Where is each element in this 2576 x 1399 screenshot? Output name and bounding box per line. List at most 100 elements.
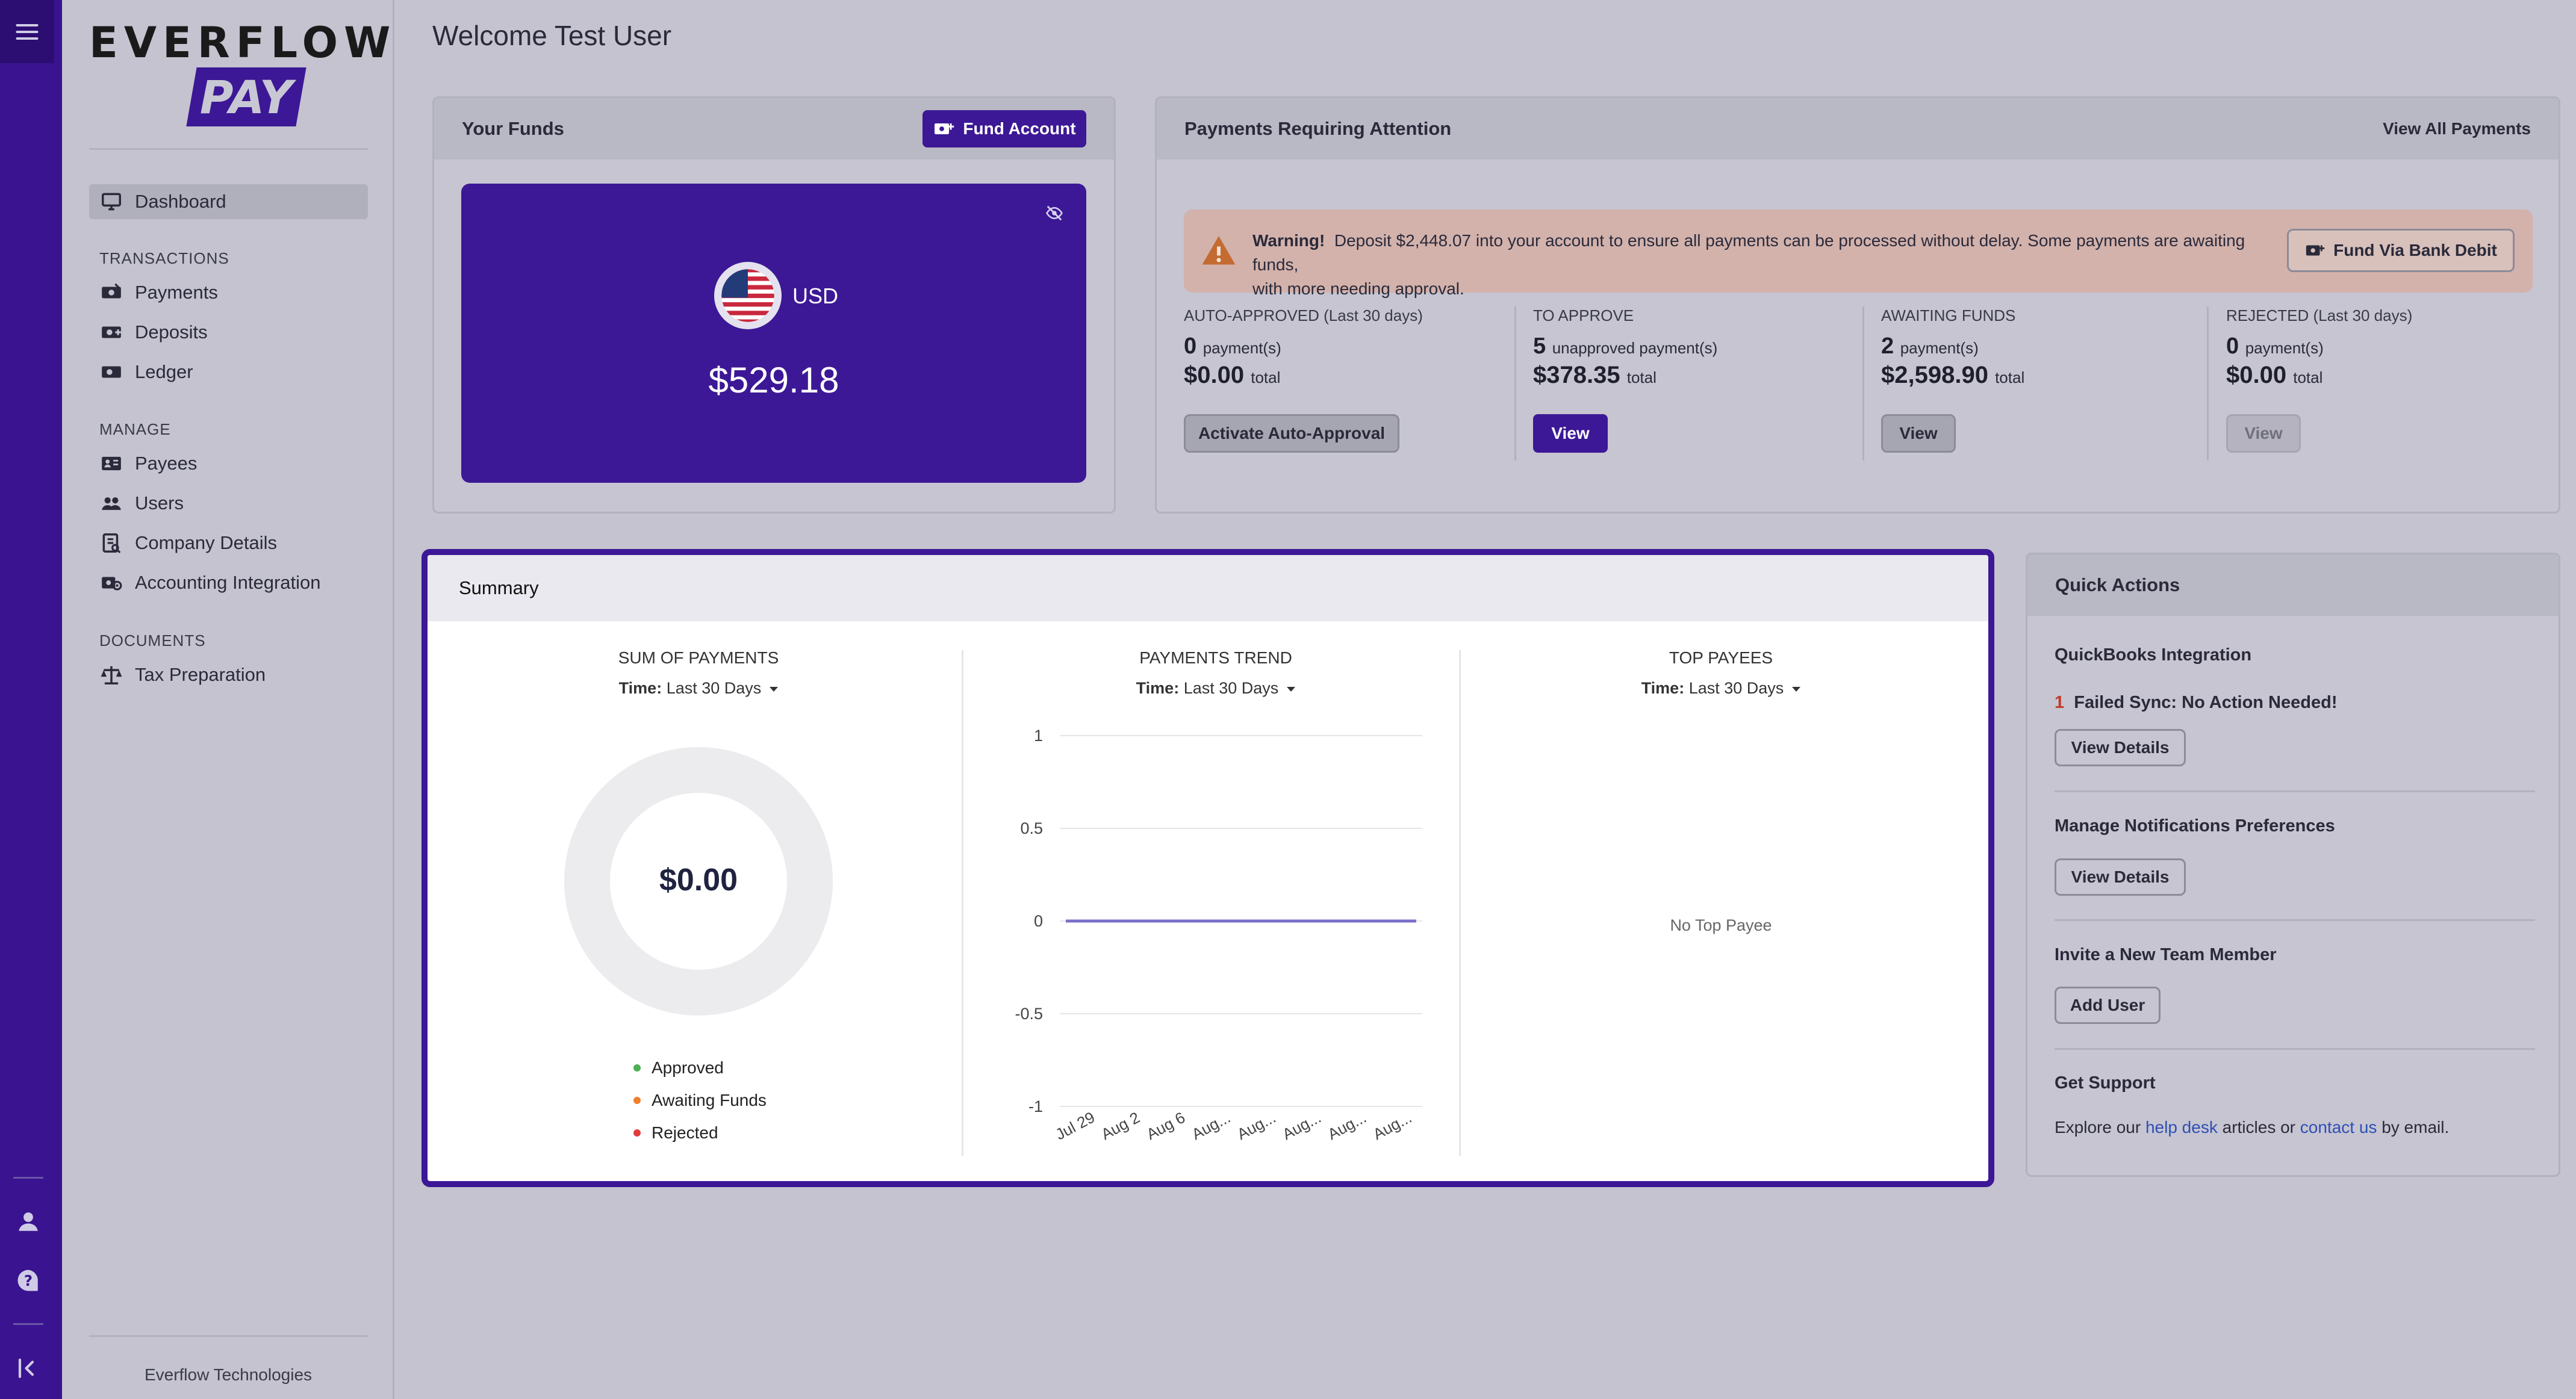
quick-actions-card: Quick Actions QuickBooks Integration 1 F… [2026, 553, 2560, 1177]
x-tick-label: Aug 6 [1143, 1108, 1188, 1143]
summary-divider [962, 650, 963, 1156]
summary-divider [1459, 650, 1461, 1156]
legend-dot-rejected [633, 1129, 641, 1137]
sidebar-footer-divider [89, 1335, 368, 1337]
stat-total: $0.00 [2226, 362, 2287, 388]
warning-text: Warning! Deposit $2,448.07 into your acc… [1252, 231, 2245, 298]
y-tick-label: -1 [1028, 1097, 1043, 1115]
contact-us-link[interactable]: contact us [2300, 1118, 2377, 1137]
stat-label: AWAITING FUNDS [1881, 306, 2016, 324]
stat-divider [1862, 306, 1864, 461]
scale-icon [101, 666, 122, 684]
everflow-pay-logo[interactable]: EVERFLOW PAY [89, 18, 390, 126]
top-payees-title: TOP PAYEES [1669, 648, 1773, 667]
quick-actions-title: Quick Actions [2055, 574, 2180, 595]
view-awaiting-funds-button[interactable]: View [1881, 414, 1956, 453]
stat-total: $2,598.90 [1881, 362, 1988, 388]
your-funds-title: Your Funds [462, 118, 564, 139]
caret-down-icon [1287, 686, 1296, 692]
deposits-icon [102, 326, 121, 338]
sidebar-item-label: Users [135, 492, 184, 513]
sidebar-item-accounting-integration[interactable]: Accounting Integration [89, 565, 368, 600]
sidebar-item-ledger[interactable]: Ledger [89, 355, 368, 389]
caret-down-icon [770, 686, 779, 692]
company-details-icon [102, 533, 121, 553]
sidebar-item-tax-preparation[interactable]: Tax Preparation [89, 657, 368, 692]
payments-trend-title: PAYMENTS TREND [1139, 648, 1292, 667]
x-tick-label: Aug... [1189, 1108, 1233, 1143]
collapse-icon[interactable] [13, 1353, 43, 1383]
deposit-icon [935, 123, 954, 134]
support-text: Explore our help desk articles or contac… [2055, 1118, 2450, 1137]
stat-divider [2207, 306, 2209, 461]
sidebar-item-payees[interactable]: Payees [89, 446, 368, 481]
y-tick-label: 0 [1034, 912, 1043, 930]
help-icon[interactable]: ? [13, 1265, 43, 1295]
your-funds-header: Your Funds Fund Account [434, 98, 1114, 160]
notifications-view-details-button[interactable]: View Details [2055, 858, 2186, 896]
invite-title: Invite a New Team Member [2055, 945, 2277, 964]
quick-actions-divider [2055, 1048, 2535, 1050]
payments-attention-title: Payments Requiring Attention [1184, 118, 1452, 139]
legend-approved: Approved [633, 1058, 724, 1078]
help-desk-link[interactable]: help desk [2145, 1118, 2218, 1137]
quickbooks-view-details-button[interactable]: View Details [2055, 729, 2186, 766]
stat-total: $0.00 [1184, 362, 1245, 388]
trend-time-dropdown[interactable]: Time: Last 30 Days [975, 679, 1457, 698]
add-user-button[interactable]: Add User [2055, 987, 2161, 1024]
summary-header: Summary [428, 555, 1988, 621]
sidebar-item-users[interactable]: Users [89, 486, 368, 521]
quick-actions-header: Quick Actions [2027, 554, 2559, 616]
eye-slash-icon[interactable] [1045, 204, 1063, 222]
y-tick-label: 0.5 [1020, 819, 1043, 837]
group-title-manage: MANAGE [99, 420, 171, 438]
sidebar-item-payments[interactable]: Payments [89, 275, 368, 310]
payments-icon [102, 283, 121, 299]
legend-awaiting-funds: Awaiting Funds [633, 1091, 767, 1110]
stat-count: 5 [1533, 333, 1546, 359]
accounting-integration-icon [102, 577, 122, 591]
view-all-payments-link[interactable]: View All Payments [2383, 119, 2531, 138]
sidebar-item-deposits[interactable]: Deposits [89, 315, 368, 350]
ledger-icon [102, 366, 121, 378]
page-title: Welcome Test User [432, 20, 672, 51]
view-to-approve-button[interactable]: View [1533, 414, 1608, 453]
payees-icon [102, 456, 121, 471]
failed-count: 1 [2055, 693, 2065, 712]
payments-attention-card: Payments Requiring Attention View All Pa… [1155, 96, 2560, 513]
rail-divider [13, 1177, 43, 1179]
sidebar-item-dashboard[interactable]: Dashboard [89, 184, 368, 219]
failed-sync-status: 1 Failed Sync: No Action Needed! [2055, 693, 2338, 712]
quickbooks-title: QuickBooks Integration [2055, 645, 2252, 665]
activate-auto-approval-button[interactable]: Activate Auto-Approval [1184, 414, 1399, 453]
sidebar-item-label: Deposits [135, 321, 208, 343]
stat-awaiting-funds: AWAITING FUNDS 2 payment(s) $2,598.90 to… [1881, 306, 2024, 512]
stat-divider [1514, 306, 1516, 461]
x-tick-label: Aug... [1370, 1108, 1414, 1143]
top-payees-time-dropdown[interactable]: Time: Last 30 Days [1480, 679, 1962, 698]
currency-code: USD [792, 284, 839, 308]
svg-text:?: ? [24, 1272, 33, 1289]
fund-account-button[interactable]: Fund Account [922, 110, 1086, 147]
summary-title: Summary [459, 577, 539, 598]
sidebar-divider [89, 148, 368, 150]
hamburger-icon[interactable] [0, 0, 54, 63]
sidebar-item-label: Dashboard [135, 191, 226, 212]
no-top-payee-text: No Top Payee [1670, 916, 1772, 934]
quick-actions-divider [2055, 790, 2535, 792]
sum-time-dropdown[interactable]: Time: Last 30 Days [458, 679, 939, 698]
your-funds-card: Your Funds Fund Account [432, 96, 1116, 513]
fund-via-bank-debit-button[interactable]: Fund Via Bank Debit [2287, 229, 2515, 272]
caret-down-icon [1792, 686, 1801, 692]
user-icon[interactable] [13, 1206, 43, 1236]
stat-label: REJECTED [2226, 306, 2309, 324]
x-tick-label: Aug... [1325, 1108, 1369, 1143]
sum-of-payments-title: SUM OF PAYMENTS [618, 648, 779, 667]
stat-count: 0 [2226, 333, 2239, 359]
view-rejected-button[interactable]: View [2226, 414, 2301, 453]
sidebar-item-company-details[interactable]: Company Details [89, 526, 368, 560]
legend-dot-approved [633, 1064, 641, 1072]
x-tick-label: Aug... [1280, 1108, 1324, 1143]
stat-total: $378.35 [1533, 362, 1620, 388]
